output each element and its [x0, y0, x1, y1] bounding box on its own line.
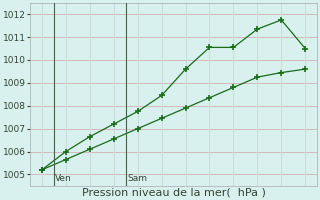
- Text: Sam: Sam: [127, 174, 147, 183]
- X-axis label: Pression niveau de la mer(  hPa ): Pression niveau de la mer( hPa ): [82, 187, 266, 197]
- Text: Ven: Ven: [55, 174, 72, 183]
